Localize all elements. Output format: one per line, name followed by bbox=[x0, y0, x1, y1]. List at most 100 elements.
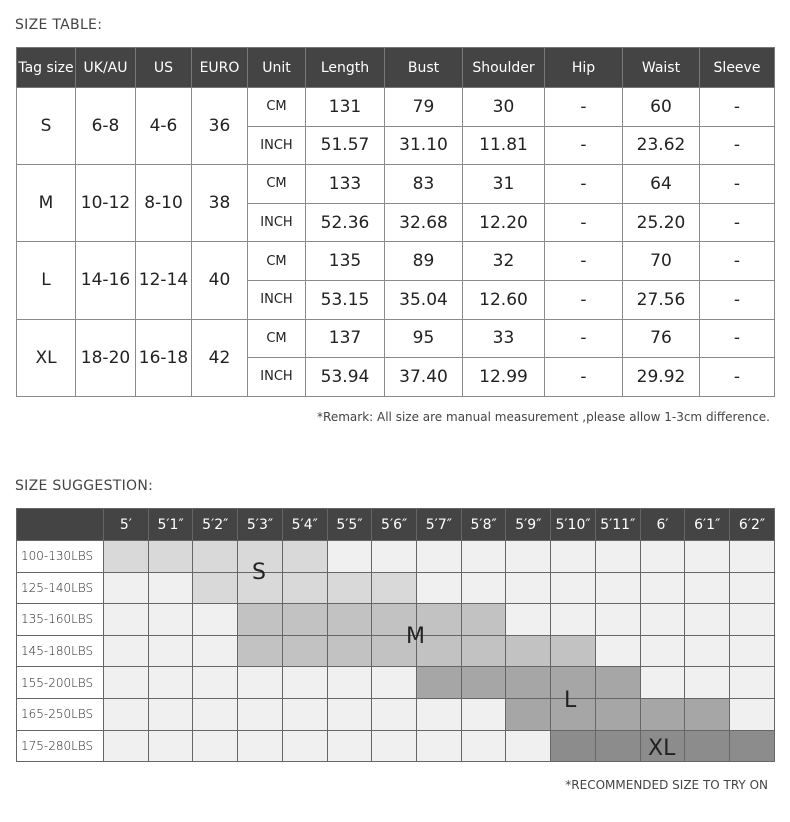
measurement-cell: 131 bbox=[305, 87, 385, 127]
grid-cell bbox=[416, 697, 462, 731]
measurement-cell: - bbox=[544, 202, 623, 243]
tag-size-cell: S bbox=[16, 86, 76, 166]
size-table: Tag size UK/AU US EURO Unit Length Bust Shoulde… bbox=[16, 47, 775, 397]
column-header: UK/AU bbox=[75, 47, 136, 88]
measurement-cell: 25.20 bbox=[622, 202, 700, 243]
tag-size-cell: XL bbox=[16, 318, 76, 397]
column-header: Waist bbox=[622, 47, 700, 88]
measurement-cell: 12.20 bbox=[462, 202, 545, 243]
weight-label: 135-160LBS bbox=[16, 603, 104, 636]
grid-cell bbox=[594, 634, 641, 668]
grid-cell bbox=[103, 540, 149, 573]
grid-cell bbox=[460, 540, 507, 573]
weight-row: 155-200LBS bbox=[16, 666, 775, 699]
grid-cell bbox=[371, 540, 418, 573]
table-row: INCH 53.15 35.04 12.60-27.56- bbox=[17, 279, 775, 320]
measurement-cell: 12.60 bbox=[462, 279, 545, 320]
grid-cell bbox=[103, 571, 149, 605]
us-size-cell: 4-6 bbox=[135, 86, 192, 166]
weight-row: 100-130LBS bbox=[16, 540, 775, 573]
table-row: M 10-12 8-10 38 CM 133 83 31-64- bbox=[16, 164, 775, 243]
grid-cell bbox=[550, 634, 596, 668]
measurement-cell: 32.68 bbox=[384, 202, 463, 243]
grid-cell bbox=[684, 540, 731, 573]
measurement-cell: - bbox=[544, 125, 623, 166]
grid-cell bbox=[147, 634, 194, 668]
measurement-cell: 31 bbox=[462, 164, 545, 204]
measurement-cell: 135 bbox=[305, 241, 385, 281]
grid-cell bbox=[326, 666, 373, 699]
measurement-cell: - bbox=[699, 318, 775, 359]
measurement-cell: - bbox=[699, 241, 775, 281]
grid-cell bbox=[281, 540, 328, 573]
measurement-cell: 35.04 bbox=[384, 279, 463, 320]
grid-cell bbox=[594, 697, 641, 731]
grid-cell bbox=[684, 697, 731, 731]
grid-cell bbox=[684, 634, 731, 668]
weight-label: 100-130LBS bbox=[16, 540, 104, 573]
weight-row: 175-280LBS bbox=[16, 729, 775, 763]
unit-cell: CM bbox=[247, 87, 306, 127]
table-row: INCH 52.36 32.68 12.20-25.20- bbox=[17, 202, 775, 243]
measurement-cell: 29.92 bbox=[622, 357, 700, 397]
weight-label: 145-180LBS bbox=[16, 634, 104, 668]
euro-size-cell: 40 bbox=[191, 241, 248, 320]
grid-cell bbox=[550, 603, 596, 636]
height-header: 5′8″ bbox=[460, 508, 507, 541]
measurement-cell: - bbox=[699, 279, 775, 320]
grid-cell bbox=[639, 603, 686, 636]
height-header: 6′ bbox=[639, 508, 686, 541]
grid-cell bbox=[684, 603, 731, 636]
grid-cell bbox=[371, 729, 418, 763]
measurement-cell: - bbox=[699, 87, 775, 127]
grid-cell bbox=[371, 571, 418, 605]
grid-cell bbox=[639, 571, 686, 605]
measurement-cell: 37.40 bbox=[384, 357, 463, 397]
column-header: Length bbox=[305, 47, 385, 88]
measurement-cell: 64 bbox=[622, 164, 700, 204]
measurement-cell: 53.94 bbox=[305, 357, 385, 397]
grid-cell bbox=[326, 729, 373, 763]
grid-cell bbox=[594, 540, 641, 573]
grid-cell bbox=[281, 603, 328, 636]
grid-cell bbox=[237, 634, 283, 668]
grid-cell bbox=[416, 540, 462, 573]
height-header: 5′3″ bbox=[237, 508, 283, 541]
grid-cell bbox=[103, 729, 149, 763]
grid-cell bbox=[505, 571, 552, 605]
unit-cell: CM bbox=[247, 241, 306, 281]
height-header: 5′6″ bbox=[371, 508, 418, 541]
column-header: Unit bbox=[247, 47, 306, 88]
measurement-cell: - bbox=[544, 87, 623, 127]
table-row: L 14-16 12-14 40 CM 135 89 32-70- bbox=[16, 241, 775, 320]
grid-cell bbox=[416, 603, 462, 636]
grid-cell bbox=[192, 697, 239, 731]
measurement-cell: - bbox=[699, 164, 775, 204]
column-header: US bbox=[135, 47, 192, 88]
measurement-cell: - bbox=[544, 241, 623, 281]
grid-cell bbox=[460, 729, 507, 763]
unit-cell: CM bbox=[247, 164, 306, 204]
grid-cell bbox=[505, 666, 552, 699]
grid-cell bbox=[416, 666, 462, 699]
uk-size-cell: 6-8 bbox=[75, 86, 136, 166]
measurement-cell: - bbox=[699, 202, 775, 243]
height-header: 5′9″ bbox=[505, 508, 552, 541]
remark-text: *Remark: All size are manual measurement… bbox=[317, 410, 770, 424]
column-header: Hip bbox=[544, 47, 623, 88]
grid-cell bbox=[237, 603, 283, 636]
grid-cell bbox=[237, 729, 283, 763]
grid-cell bbox=[281, 729, 328, 763]
grid-cell bbox=[237, 666, 283, 699]
grid-cell bbox=[594, 729, 641, 763]
grid-cell bbox=[639, 666, 686, 699]
corner-header bbox=[16, 508, 104, 541]
measurement-cell: 89 bbox=[384, 241, 463, 281]
column-header: Tag size bbox=[16, 47, 76, 88]
height-header: 5′1″ bbox=[147, 508, 194, 541]
grid-cell bbox=[639, 697, 686, 731]
measurement-cell: 12.99 bbox=[462, 357, 545, 397]
grid-cell bbox=[371, 666, 418, 699]
height-header: 6′1″ bbox=[684, 508, 731, 541]
grid-cell bbox=[550, 729, 596, 763]
